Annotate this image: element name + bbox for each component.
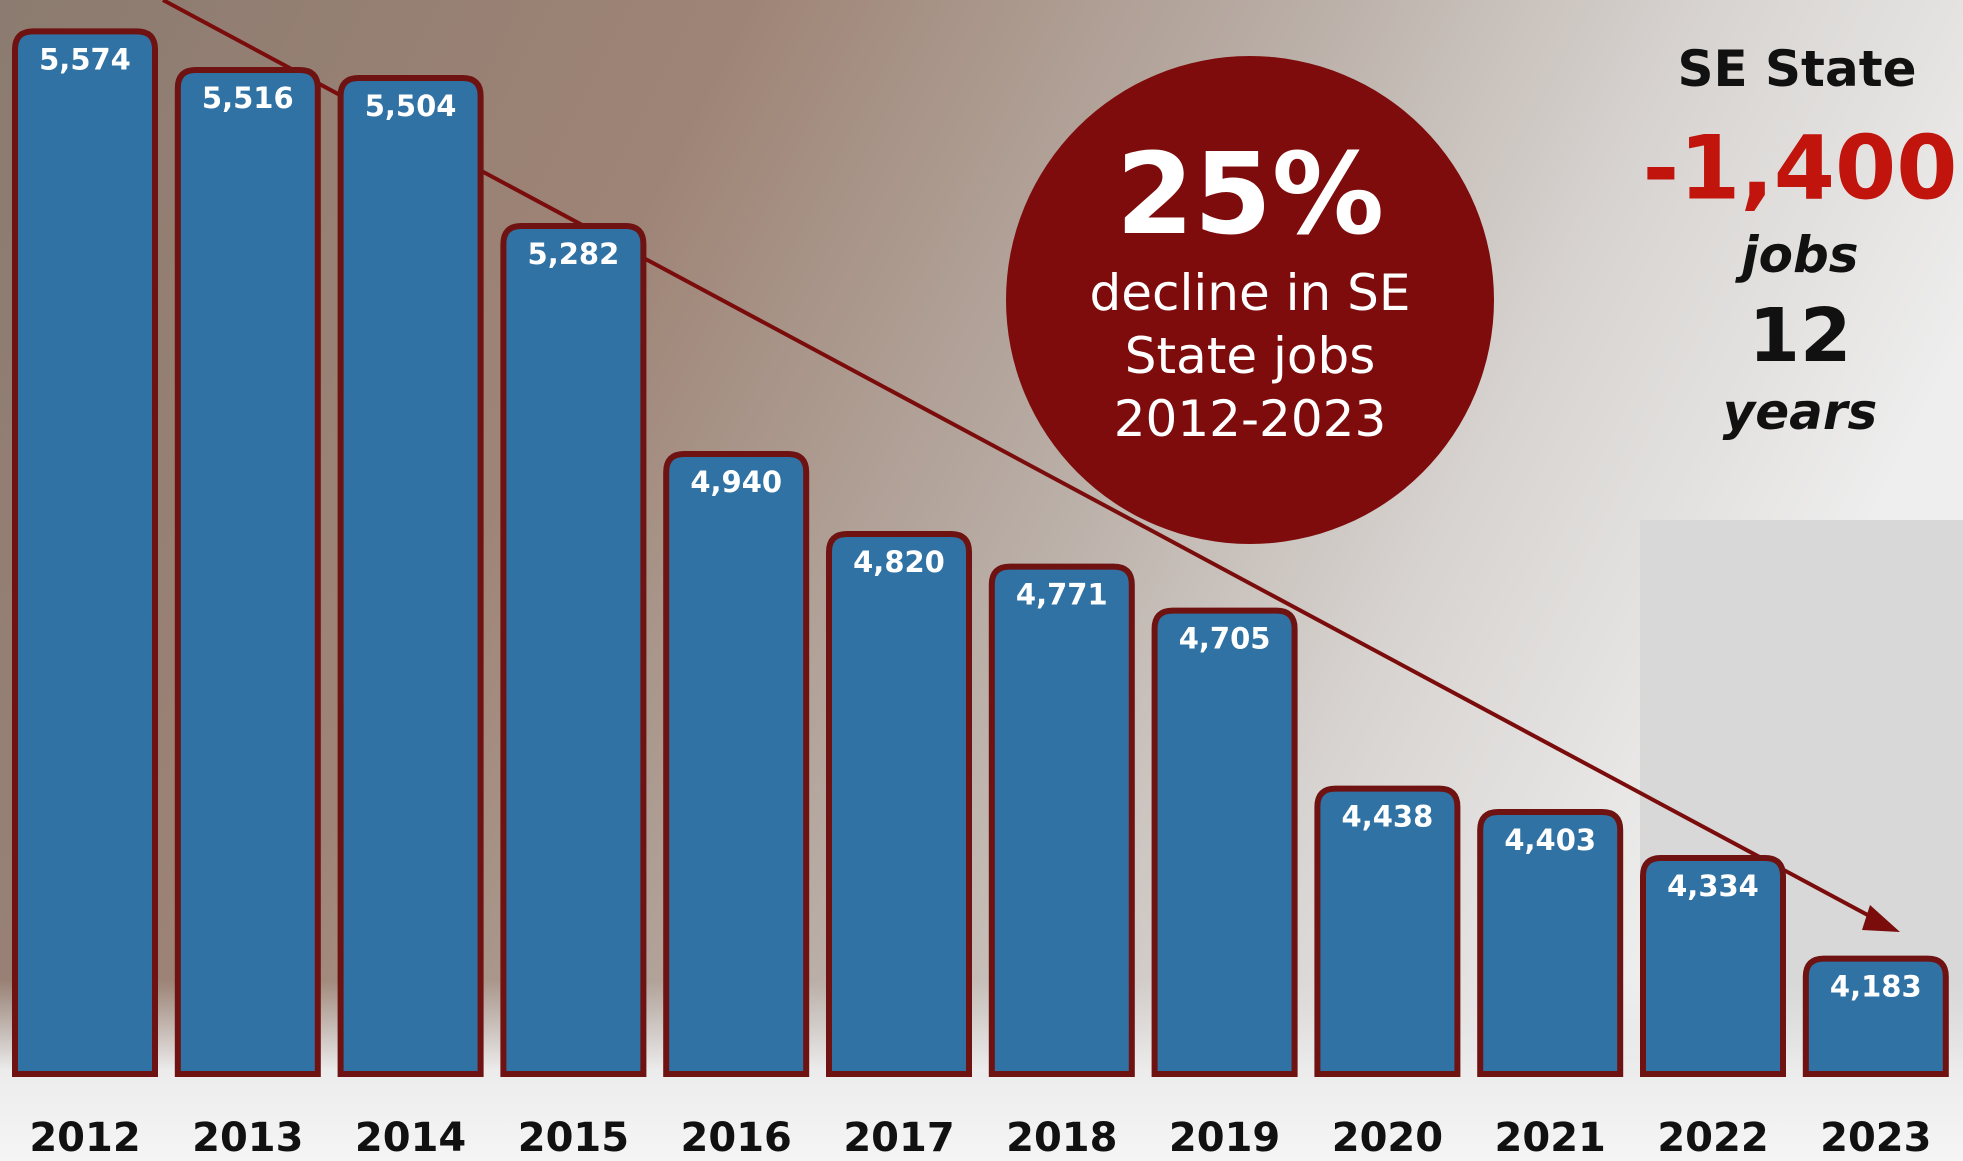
value-label: 5,574: [39, 42, 131, 76]
bar: [503, 226, 643, 1074]
value-label: 5,282: [528, 237, 620, 271]
x-tick-label: 2018: [1006, 1115, 1117, 1161]
side-years: 12: [1749, 293, 1852, 379]
circle-text: State jobs: [1125, 327, 1376, 385]
x-tick-label: 2012: [29, 1115, 140, 1161]
circle-text: 2012-2023: [1114, 390, 1387, 448]
bar: [992, 567, 1132, 1074]
x-tick-label: 2019: [1169, 1115, 1280, 1161]
x-tick-label: 2020: [1332, 1115, 1443, 1161]
x-tick-label: 2021: [1495, 1115, 1606, 1161]
value-label: 4,438: [1342, 800, 1434, 834]
value-label: 4,334: [1667, 869, 1759, 903]
value-label: 4,403: [1504, 823, 1596, 857]
bar: [829, 534, 969, 1074]
x-tick-label: 2022: [1657, 1115, 1768, 1161]
value-label: 5,516: [202, 81, 294, 115]
bar: [15, 31, 155, 1074]
side-change: -1,400: [1643, 117, 1958, 220]
value-label: 4,183: [1830, 970, 1922, 1004]
bar: [341, 78, 481, 1074]
side-years-unit: years: [1723, 383, 1878, 441]
x-tick-label: 2013: [192, 1115, 303, 1161]
chart: 5,574 2012 5,516 2013 5,504 2014 5,282 2015 4,94…: [0, 0, 1963, 1161]
value-label: 4,771: [1016, 578, 1108, 612]
circle-percent: 25%: [1116, 130, 1384, 260]
side-unit: jobs: [1734, 226, 1858, 284]
bar: [1155, 611, 1295, 1074]
value-label: 4,820: [853, 545, 945, 579]
x-tick-label: 2017: [843, 1115, 954, 1161]
x-tick-label: 2014: [355, 1115, 466, 1161]
value-label: 4,940: [690, 465, 782, 499]
value-label: 5,504: [365, 89, 457, 123]
x-tick-label: 2023: [1820, 1115, 1931, 1161]
value-label: 4,705: [1179, 622, 1271, 656]
bar: [666, 454, 806, 1074]
circle-text: decline in SE: [1090, 264, 1411, 322]
x-tick-label: 2015: [518, 1115, 629, 1161]
bar: [178, 70, 318, 1074]
x-tick-label: 2016: [681, 1115, 792, 1161]
side-title: SE State: [1677, 40, 1916, 98]
